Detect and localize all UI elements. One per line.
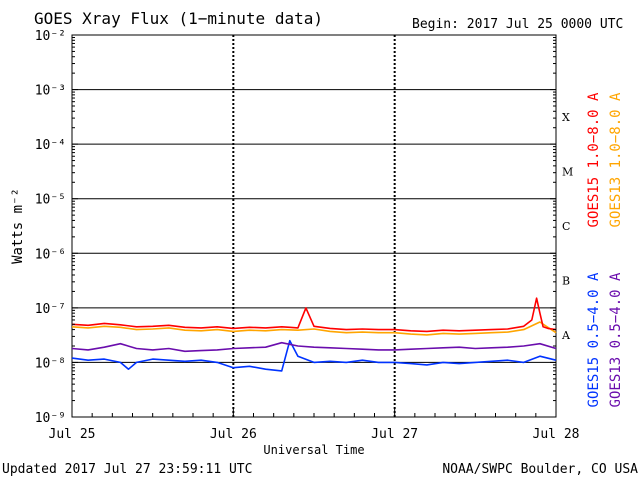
flare-class-M: M xyxy=(562,165,573,178)
y-tick-label: 10⁻³ xyxy=(35,84,66,99)
y-tick-label: 10⁻⁸ xyxy=(35,356,66,371)
series-line-2 xyxy=(71,339,557,372)
y-axis-title: Watts m⁻² xyxy=(10,188,26,264)
gridlines xyxy=(72,34,556,418)
y-tick-label: 10⁻² xyxy=(35,29,66,44)
flare-class-A: A xyxy=(561,329,571,342)
legend-entry: GOES15 0.5−4.0 A xyxy=(586,272,602,407)
flare-class-C: C xyxy=(562,220,570,233)
x-axis-title: Universal Time xyxy=(263,443,364,457)
y-tick-label: 10⁻⁴ xyxy=(35,138,66,153)
x-tick-label: Jul 25 xyxy=(49,427,96,442)
x-axis: Jul 25 Jul 26 Jul 27 Jul 28 xyxy=(49,409,580,442)
legend-entry: GOES13 0.5−4.0 A xyxy=(608,272,624,407)
flare-class-labels: X M C B A xyxy=(561,111,573,342)
series-line-1 xyxy=(71,321,557,336)
flare-class-X: X xyxy=(562,111,570,124)
y-tick-label: 10⁻⁵ xyxy=(35,193,66,208)
y-tick-label: 10⁻⁷ xyxy=(35,302,66,317)
y-tick-label: 10⁻⁶ xyxy=(35,247,66,262)
x-tick-label: Jul 28 xyxy=(533,427,580,442)
legend-entry: GOES15 1.0−8.0 A xyxy=(586,92,602,227)
chart-title: GOES Xray Flux (1−minute data) xyxy=(34,9,323,28)
credit-label: NOAA/SWPC Boulder, CO USA xyxy=(442,462,638,477)
series-line-3 xyxy=(71,341,557,353)
series-group xyxy=(71,297,557,372)
x-tick-label: Jul 26 xyxy=(210,427,257,442)
begin-label: Begin: 2017 Jul 25 0000 UTC xyxy=(412,17,623,32)
y-tick-label: 10⁻⁹ xyxy=(35,411,66,426)
series-line-0 xyxy=(71,297,557,333)
legend-entry: GOES13 1.0−8.0 A xyxy=(608,92,624,227)
plot-area xyxy=(71,34,557,418)
legend: GOES15 1.0−8.0 A GOES13 1.0−8.0 A GOES15 0… xyxy=(586,92,624,407)
flare-class-B: B xyxy=(562,275,570,288)
updated-timestamp: Updated 2017 Jul 27 23:59:11 UTC xyxy=(2,462,252,477)
x-tick-label: Jul 27 xyxy=(371,427,418,442)
y-axis: 10⁻² 10⁻³ 10⁻⁴ 10⁻⁵ 10⁻⁶ 10⁻⁷ 10⁻⁸ 10⁻⁹ xyxy=(35,29,556,426)
